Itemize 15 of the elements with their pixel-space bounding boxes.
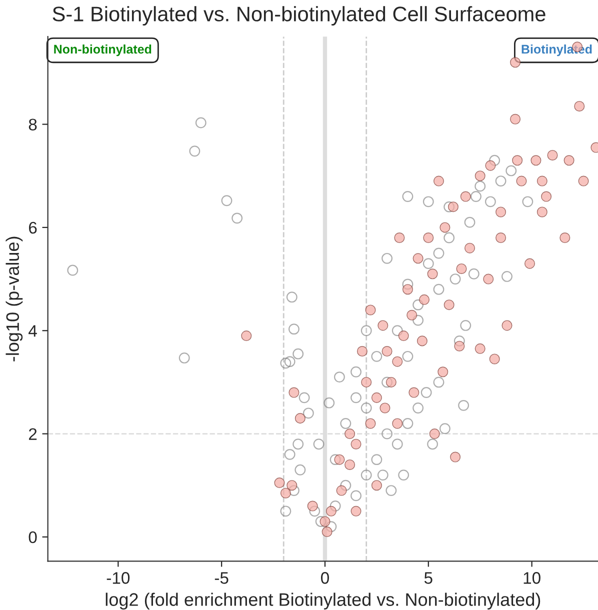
chart-title: S-1 Biotinylated vs. Non-biotinylated Cell Surfaceome (52, 6, 546, 26)
x-tick-label: 0 (321, 572, 329, 584)
x-axis-title: log2 (fold enrichment Biotinylated vs. Non-biotinylated) (106, 592, 540, 610)
y-tick-label: 0 (28, 531, 37, 544)
y-tick-label: 2 (28, 428, 37, 440)
annotation: Non-biotinylated (54, 44, 152, 56)
y-tick-label: 8 (28, 118, 37, 130)
x-tick-label: 10 (524, 572, 540, 584)
y-tick-label: 4 (28, 325, 37, 337)
x-tick-label: -5 (214, 572, 228, 584)
annotation: Biotinylated (522, 44, 592, 56)
x-tick-label: -10 (106, 572, 130, 584)
x-tick-label: 5 (424, 572, 432, 584)
y-axis-title: -log10 (p-value) (6, 236, 23, 362)
y-tick-label: 6 (29, 222, 37, 234)
